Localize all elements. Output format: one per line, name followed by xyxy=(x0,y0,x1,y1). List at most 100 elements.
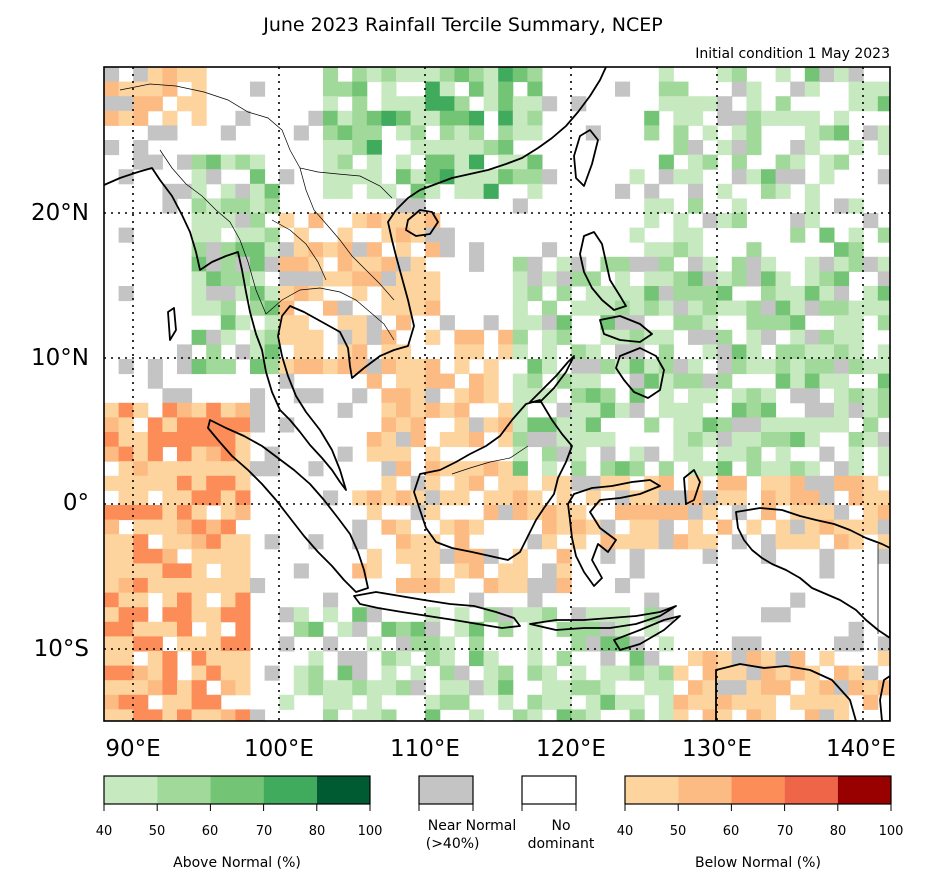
tercile-cell xyxy=(454,607,470,623)
tercile-cell xyxy=(308,461,324,477)
tercile-cell xyxy=(439,125,455,141)
tercile-cell xyxy=(206,300,222,316)
tercile-cell xyxy=(629,169,645,185)
tercile-cell xyxy=(323,242,339,258)
tercile-cell xyxy=(512,329,528,345)
tercile-cell xyxy=(542,96,558,112)
tercile-cell xyxy=(527,183,543,199)
tercile-cell xyxy=(396,227,412,243)
tercile-cell xyxy=(206,344,222,360)
tercile-cell xyxy=(848,402,864,418)
tercile-cell xyxy=(396,651,412,667)
tercile-cell xyxy=(834,286,850,302)
tercile-cell xyxy=(804,140,820,156)
tercile-cell xyxy=(410,621,426,637)
tercile-cell xyxy=(337,140,353,156)
tercile-cell xyxy=(162,607,178,623)
tercile-cell xyxy=(629,519,645,535)
tercile-cell xyxy=(469,344,485,360)
tercile-cell xyxy=(323,300,339,316)
tercile-cell xyxy=(381,227,397,243)
tercile-cell xyxy=(162,534,178,550)
tercile-cell xyxy=(600,651,616,667)
tercile-cell xyxy=(264,183,280,199)
tercile-cell xyxy=(308,329,324,345)
tercile-cell xyxy=(629,359,645,375)
tercile-cell xyxy=(177,680,193,696)
tercile-cell xyxy=(133,563,149,579)
tercile-cell xyxy=(235,344,251,360)
tercile-cell xyxy=(220,198,236,214)
tercile-cell xyxy=(191,432,207,448)
colorbar-above xyxy=(103,775,371,811)
tercile-cell xyxy=(396,490,412,506)
tercile-cell xyxy=(366,563,382,579)
tercile-cell xyxy=(381,96,397,112)
tercile-cell xyxy=(439,578,455,594)
tercile-cell xyxy=(396,315,412,331)
tercile-cell xyxy=(206,198,222,214)
tercile-cell xyxy=(571,373,587,389)
tercile-cell xyxy=(483,417,499,433)
tercile-cell xyxy=(834,505,850,521)
tercile-cell xyxy=(191,680,207,696)
tercile-cell xyxy=(220,359,236,375)
tercile-cell xyxy=(688,329,704,345)
tercile-cell xyxy=(104,534,120,550)
tercile-cell xyxy=(877,96,890,112)
tercile-cell xyxy=(220,563,236,579)
tercile-cell xyxy=(352,388,368,404)
tercile-cell xyxy=(644,534,660,550)
tercile-cell xyxy=(688,534,704,550)
tercile-cell xyxy=(527,578,543,594)
tercile-cell xyxy=(746,271,762,287)
tercile-cell xyxy=(352,329,368,345)
tercile-cell xyxy=(775,359,791,375)
tercile-cell xyxy=(629,709,645,721)
tercile-cell xyxy=(220,490,236,506)
tercile-cell xyxy=(746,110,762,126)
tercile-cell xyxy=(512,578,528,594)
lon-label-120e: 120°E xyxy=(536,736,606,762)
tercile-cell xyxy=(702,256,718,272)
lon-label-100e: 100°E xyxy=(244,736,314,762)
tercile-cell xyxy=(104,505,120,521)
tercile-cell xyxy=(206,621,222,637)
tercile-cell xyxy=(323,592,339,608)
tercile-cell xyxy=(527,359,543,375)
tercile-cell xyxy=(206,242,222,258)
tercile-cell xyxy=(469,563,485,579)
tercile-cell xyxy=(454,67,470,83)
tercile-cell xyxy=(177,505,193,521)
tercile-cell xyxy=(425,388,441,404)
tercile-cell xyxy=(688,417,704,433)
tercile-cell xyxy=(439,373,455,389)
tercile-cell xyxy=(147,417,163,433)
tercile-cell xyxy=(717,680,733,696)
tercile-cell xyxy=(250,578,266,594)
tercile-cell xyxy=(191,505,207,521)
tercile-cell xyxy=(410,169,426,185)
tercile-cell xyxy=(366,271,382,287)
tercile-cell xyxy=(673,432,689,448)
tercile-cell xyxy=(133,475,149,491)
tercile-cell xyxy=(629,665,645,681)
lat-label-10s: 10°S xyxy=(33,636,89,662)
tercile-cell xyxy=(498,140,514,156)
tercile-cell xyxy=(118,505,134,521)
tercile-cell xyxy=(790,519,806,535)
tercile-cell xyxy=(410,432,426,448)
tercile-cell xyxy=(571,446,587,462)
tercile-cell xyxy=(688,694,704,710)
coastline-luzon xyxy=(579,231,627,311)
tercile-cell xyxy=(834,680,850,696)
tercile-cell xyxy=(556,578,572,594)
tercile-cell xyxy=(366,505,382,521)
tercile-cell xyxy=(425,490,441,506)
tercile-cell xyxy=(104,651,120,667)
tercile-cell xyxy=(191,519,207,535)
tercile-cell xyxy=(366,110,382,126)
tercile-cell xyxy=(819,505,835,521)
tercile-cell xyxy=(790,432,806,448)
map-title: June 2023 Rainfall Tercile Summary, NCEP xyxy=(263,14,663,36)
